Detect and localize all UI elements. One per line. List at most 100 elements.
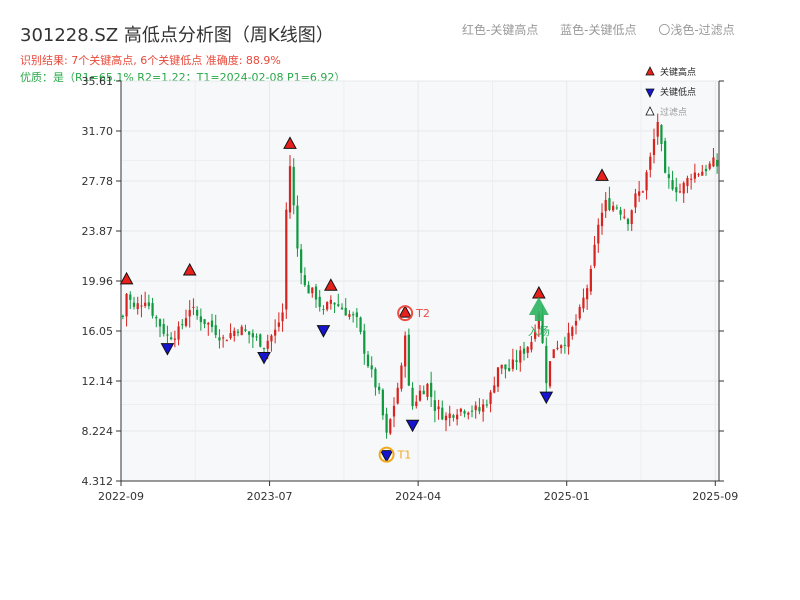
candle-body bbox=[222, 337, 225, 339]
candle-body bbox=[396, 387, 399, 404]
candle-body bbox=[340, 307, 344, 310]
legend-low-icon bbox=[645, 88, 655, 98]
candle-body bbox=[534, 331, 537, 339]
candle-body bbox=[519, 350, 522, 363]
candle-body bbox=[151, 303, 154, 316]
y-tick-label: 27.78 bbox=[82, 175, 114, 188]
candle-body bbox=[422, 390, 425, 395]
candle-body bbox=[244, 329, 247, 331]
candle-body bbox=[318, 296, 321, 308]
candle-body bbox=[716, 159, 719, 167]
candle-body bbox=[645, 172, 648, 191]
x-tick-label: 2025-01 bbox=[544, 490, 590, 503]
candle-body bbox=[634, 193, 637, 208]
key-low-marker bbox=[316, 325, 331, 338]
candle-body bbox=[188, 309, 191, 317]
candle-body bbox=[556, 347, 559, 349]
candle-body bbox=[686, 178, 689, 186]
candle-body bbox=[678, 191, 682, 193]
candle-body bbox=[236, 331, 240, 333]
candle-body bbox=[389, 419, 392, 434]
candle-body bbox=[482, 404, 485, 412]
candle-body bbox=[675, 187, 678, 193]
candle-body bbox=[515, 360, 518, 363]
candle-body bbox=[604, 199, 607, 212]
candle-body bbox=[121, 315, 124, 317]
candle-body bbox=[563, 344, 566, 346]
candle-body bbox=[418, 390, 422, 401]
candle-body bbox=[593, 244, 596, 266]
y-tick-label: 35.61 bbox=[82, 75, 114, 88]
candle-body bbox=[285, 209, 288, 310]
top-legend-filter: 〇浅色-过滤点 bbox=[658, 23, 735, 37]
candle-body bbox=[441, 407, 444, 420]
t2-circle bbox=[397, 305, 414, 322]
candle-body bbox=[363, 330, 366, 354]
candle-body bbox=[344, 307, 347, 316]
candle-body bbox=[274, 329, 277, 336]
top-legend-low: 蓝色-关键低点 bbox=[560, 23, 637, 37]
candle-body bbox=[326, 302, 329, 310]
axes: 4.312 8.224 12.14 16.05 19.96 23.87 27.78 31.70… bbox=[82, 75, 739, 503]
key-high-marker bbox=[182, 262, 197, 276]
candle-body bbox=[170, 337, 173, 340]
candle-body bbox=[571, 327, 574, 336]
candle-body bbox=[366, 354, 370, 367]
candle-body bbox=[337, 304, 340, 306]
candle-body bbox=[638, 191, 641, 196]
candle-body bbox=[240, 326, 243, 336]
candle-body bbox=[355, 312, 358, 317]
candle-body bbox=[322, 309, 325, 311]
candle-body bbox=[656, 121, 659, 137]
candle-body bbox=[415, 401, 418, 407]
candle-body bbox=[586, 288, 589, 300]
candle-body bbox=[671, 180, 674, 190]
candle-body bbox=[158, 319, 162, 327]
key-high-marker bbox=[324, 278, 338, 291]
x-tick-label: 2024-04 bbox=[395, 490, 441, 503]
candle-body bbox=[292, 166, 295, 206]
candle-body bbox=[530, 341, 533, 350]
candle-body bbox=[348, 314, 351, 317]
candle-body bbox=[288, 166, 292, 213]
candle-body bbox=[630, 210, 633, 225]
candle-body bbox=[259, 334, 262, 347]
candle-body bbox=[470, 410, 474, 412]
key-low-marker bbox=[379, 450, 394, 463]
candle-body bbox=[467, 412, 470, 415]
candle-body bbox=[426, 383, 429, 397]
candle-body bbox=[333, 302, 336, 305]
candle-body bbox=[463, 411, 466, 414]
candle-body bbox=[493, 385, 496, 393]
candle-body bbox=[600, 212, 604, 227]
candle-body bbox=[641, 191, 644, 193]
t1-label: T1 bbox=[397, 449, 412, 462]
candle-body bbox=[500, 364, 503, 369]
t2-label: T2 bbox=[415, 307, 430, 320]
candles bbox=[121, 113, 719, 439]
candle-body bbox=[578, 307, 581, 319]
candle-body bbox=[184, 318, 188, 326]
candle-body bbox=[300, 249, 303, 273]
candle-body bbox=[218, 337, 221, 341]
markers bbox=[119, 136, 609, 463]
candle-body bbox=[667, 174, 670, 179]
candle-body bbox=[173, 338, 176, 340]
candle-body bbox=[129, 294, 132, 300]
candle-body bbox=[430, 382, 433, 397]
candle-body bbox=[262, 347, 266, 349]
candle-body bbox=[411, 387, 414, 407]
candle-body bbox=[203, 319, 206, 325]
candle-body bbox=[400, 365, 403, 389]
legend-label: 关键低点 bbox=[660, 86, 696, 98]
candle-body bbox=[489, 392, 492, 404]
candle-body bbox=[370, 365, 373, 370]
candle-body bbox=[233, 330, 236, 336]
y-tick-label: 23.87 bbox=[82, 225, 114, 238]
candle-body bbox=[552, 349, 555, 358]
candle-body bbox=[660, 125, 663, 144]
candle-body bbox=[456, 414, 459, 420]
entry-label: 入场 bbox=[528, 324, 550, 338]
candle-body bbox=[712, 157, 715, 167]
